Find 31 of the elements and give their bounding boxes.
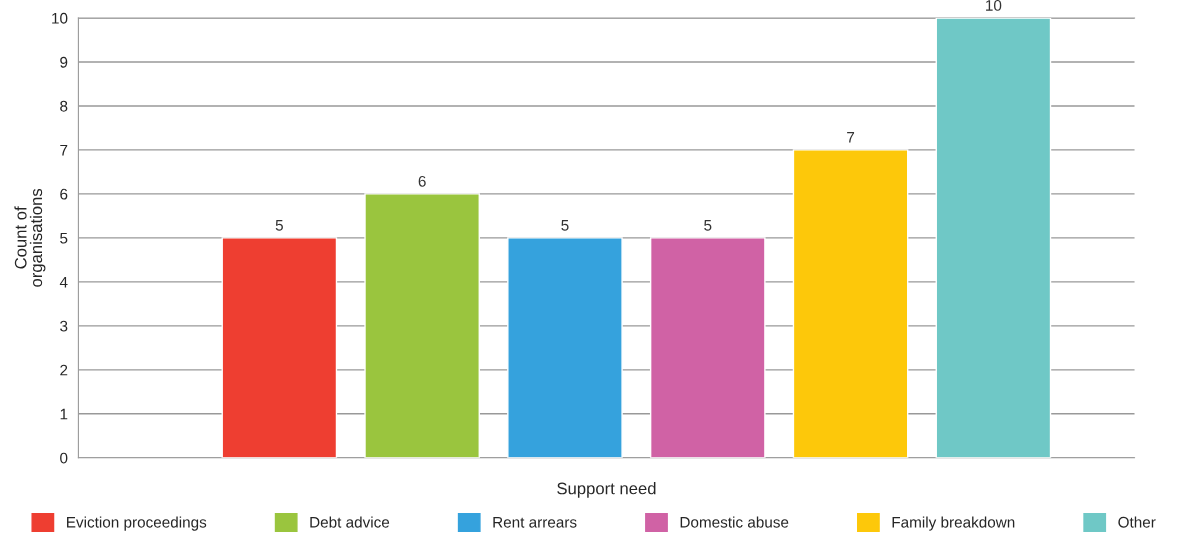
bar bbox=[507, 237, 623, 458]
bar bbox=[649, 237, 766, 458]
bar bbox=[364, 193, 480, 458]
legend-label: Debt advice bbox=[310, 516, 390, 528]
y-tick-label: 1 bbox=[60, 408, 68, 420]
data-label: 5 bbox=[561, 220, 569, 231]
bar bbox=[935, 17, 1052, 458]
y-tick-label: 5 bbox=[60, 232, 68, 244]
y-tick-label: 3 bbox=[60, 320, 68, 332]
bar bbox=[221, 237, 338, 458]
legend-label: Domestic abuse bbox=[680, 516, 789, 528]
legend-label: Other bbox=[1118, 516, 1156, 528]
legend-label: Eviction proceedings bbox=[67, 516, 207, 531]
y-tick-label: 6 bbox=[60, 188, 68, 200]
y-tick-label: 7 bbox=[60, 144, 68, 156]
data-label: 5 bbox=[275, 220, 283, 231]
y-tick-label: 2 bbox=[60, 364, 68, 376]
data-label: 5 bbox=[704, 220, 712, 231]
x-axis-title: Support need bbox=[557, 482, 656, 498]
data-label: 6 bbox=[418, 175, 426, 187]
data-label: 10 bbox=[986, 0, 1002, 11]
y-tick-label: 9 bbox=[60, 56, 68, 68]
data-label: 7 bbox=[847, 132, 855, 143]
y-tick-label: 8 bbox=[60, 100, 68, 112]
legend-label: Family breakdown bbox=[892, 516, 1015, 531]
y-tick-label: 10 bbox=[52, 12, 68, 24]
bar bbox=[792, 149, 909, 458]
y-axis-title: Count of organisations bbox=[14, 188, 46, 287]
y-tick-label: 4 bbox=[59, 276, 68, 288]
y-tick-label: 0 bbox=[60, 452, 68, 464]
legend-label: Rent arrears bbox=[493, 517, 577, 528]
